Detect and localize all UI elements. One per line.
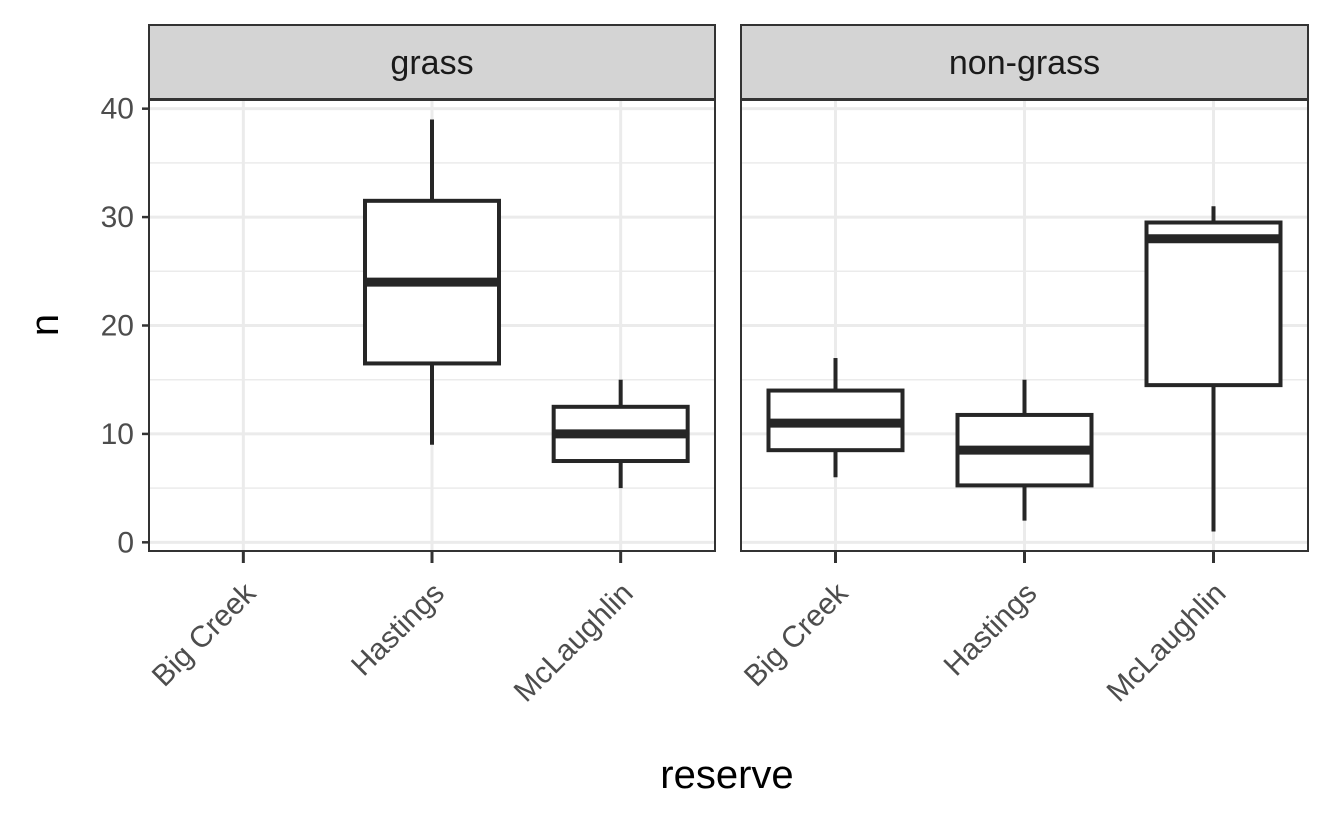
facet-strip: [148, 24, 716, 100]
facet-strip-label: grass: [390, 44, 473, 82]
y-tick-label: 40: [101, 93, 134, 126]
x-tick-label: Big Creek: [146, 576, 263, 693]
x-tick-label: Hastings: [938, 577, 1044, 683]
y-tick-label: 20: [101, 310, 134, 343]
y-axis: 0 10 20 30 40: [101, 93, 149, 559]
x-tick-label: Hastings: [345, 577, 451, 683]
facet-strip-label: non-grass: [949, 44, 1100, 82]
x-tick-label: McLaughlin: [508, 577, 640, 709]
box-hastings: [363, 119, 501, 445]
facet-panel: non-grass Big Creek Hastings McLaughlin: [738, 24, 1309, 709]
x-axis-title: reserve: [660, 753, 793, 797]
x-tick-label: Big Creek: [738, 576, 855, 693]
box-hastings: [955, 379, 1094, 521]
box-mclaughlin: [551, 379, 690, 489]
box-big-creek: [766, 358, 905, 478]
box-mclaughlin: [1144, 206, 1283, 532]
y-tick-label: 30: [101, 201, 134, 234]
facet-strip: [740, 24, 1309, 100]
y-tick-label: 10: [101, 418, 134, 451]
box-iqr: [1144, 220, 1283, 388]
facet-panel: grass Big Creek Hastings McLaughlin: [146, 24, 716, 709]
y-tick-label: 0: [117, 526, 134, 559]
x-tick-label: McLaughlin: [1101, 577, 1233, 709]
y-axis-title: n: [23, 314, 67, 336]
